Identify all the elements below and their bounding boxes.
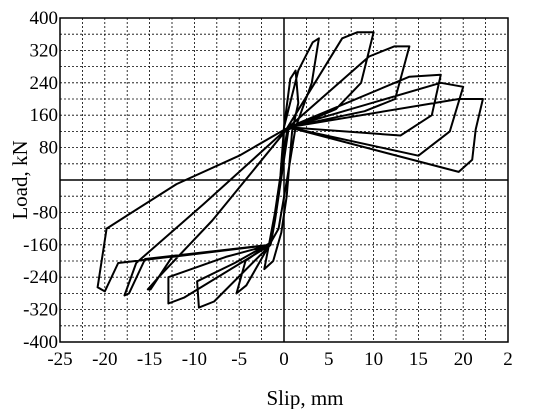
x-tick-label: 0 [279,349,289,370]
y-tick-label: -80 [33,202,58,223]
x-tick-label: -15 [137,349,162,370]
axis-labels: Slip, mm Load, kN [8,140,344,409]
x-tick-label: 5 [324,349,334,370]
y-tick-label: 400 [30,8,59,29]
y-axis-label: Load, kN [8,140,32,219]
y-tick-label: 240 [30,73,59,94]
x-tick-label: -20 [92,349,117,370]
x-tick-label: -25 [47,349,72,370]
x-tick-label: -5 [231,349,247,370]
series [96,31,484,309]
x-tick-label: 10 [364,349,383,370]
y-tick-label: -240 [23,267,58,288]
y-tick-label: -400 [23,332,58,353]
y-tick-label: -160 [23,235,58,256]
ticks: -25 -20 -15 -10 -5 0 5 10 15 20 2 400 320 240 160 80 -80… [23,8,513,370]
x-tick-label: -10 [182,349,207,370]
y-tick-label: 160 [30,105,59,126]
axes [59,17,509,343]
series-line [96,31,484,309]
x-tick-label: 2 [503,349,513,370]
x-axis-label: Slip, mm [266,386,343,409]
y-tick-label: -320 [23,300,58,321]
y-tick-label: 80 [39,138,58,159]
x-tick-label: 15 [409,349,428,370]
y-tick-label: 320 [30,40,59,61]
x-tick-label: 20 [454,349,473,370]
